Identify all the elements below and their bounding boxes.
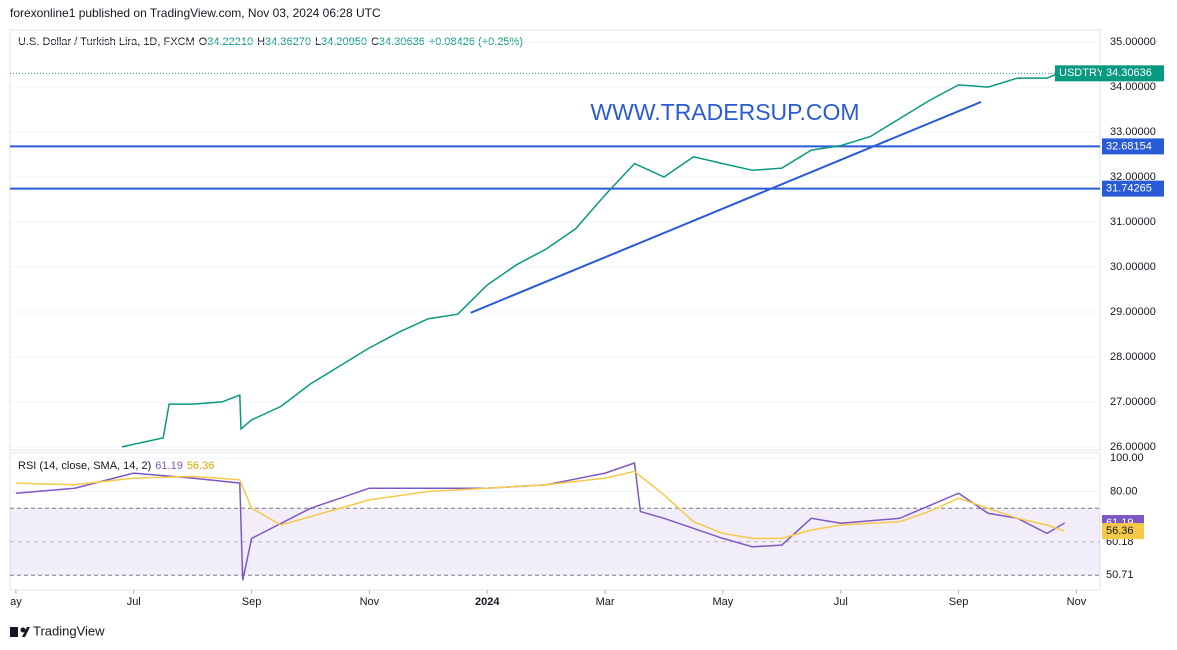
level-label-bg <box>1102 138 1164 155</box>
y-tick-label: 26.00000 <box>1110 441 1156 453</box>
y-tick-label: 32.00000 <box>1110 171 1156 183</box>
x-tick-label: Nov <box>360 596 380 608</box>
y-tick-label: 100.00 <box>1110 452 1144 464</box>
symbol-tag: USDTRY <box>1059 67 1105 79</box>
tv-logo <box>10 627 30 637</box>
watermark: WWW.TRADERSUP.COM <box>590 99 859 125</box>
y-tick-label: 35.00000 <box>1110 36 1156 48</box>
rsi-plot: 100.00 80.00 ay Jul Sep Nov 2024 Mar May Jul Sep No… <box>10 452 1144 608</box>
x-tick-label: Nov <box>1067 596 1087 608</box>
y-tick-label: 80.00 <box>1110 485 1138 497</box>
rsi-title: RSI (14, close, SMA, 14, 2) <box>18 460 151 472</box>
brand: TradingView <box>33 623 105 638</box>
x-tick-label: Jul <box>127 596 141 608</box>
level-label: 32.68154 <box>1106 140 1152 152</box>
y-tick-label: 31.00000 <box>1110 216 1156 228</box>
y-tick-label: 34.00000 <box>1110 81 1156 93</box>
x-tick-label: Mar <box>596 596 615 608</box>
x-tick-label: 2024 <box>475 596 500 608</box>
x-tick-label: May <box>713 596 734 608</box>
trendline <box>470 100 982 314</box>
x-tick-label: ay <box>10 596 22 608</box>
x-tick-label: Sep <box>949 596 969 608</box>
price-pane <box>9 29 1101 451</box>
series-line <box>15 461 1065 581</box>
symbol-tag-bg <box>1055 65 1103 82</box>
series-line <box>15 470 1065 540</box>
y-tick-label: 30.00000 <box>1110 261 1156 273</box>
last-price-label: 34.30636 <box>1106 67 1152 79</box>
level-label: 31.74265 <box>1106 183 1152 195</box>
y-tick-label: 29.00000 <box>1110 306 1156 318</box>
x-tick-label: Sep <box>242 596 262 608</box>
level-label-bg <box>1102 180 1164 197</box>
y-tick-label: 27.00000 <box>1110 396 1156 408</box>
last-value-label: 56.36 <box>1106 525 1134 537</box>
published: forexonline1 published on TradingView.co… <box>10 6 381 20</box>
last-price-bg <box>1102 65 1164 82</box>
y-tick-label: 28.00000 <box>1110 351 1156 363</box>
x-tick-label: Jul <box>834 596 848 608</box>
price-plot: 26.00000 27.00000 28.00000 29.00000 30.00000… <box>10 36 1164 453</box>
rsi-value: 61.19 <box>155 460 183 472</box>
series-line <box>121 72 1060 448</box>
sma-value: 56.36 <box>187 460 215 472</box>
rsi-scale-label: 50.71 <box>1106 569 1134 581</box>
rsi-legend: RSI (14, close, SMA, 14, 2) 61.19 56.36 <box>18 460 214 472</box>
rsi-pane <box>9 452 1101 591</box>
y-tick-label: 33.00000 <box>1110 126 1156 138</box>
last-value-bg <box>1102 523 1144 540</box>
